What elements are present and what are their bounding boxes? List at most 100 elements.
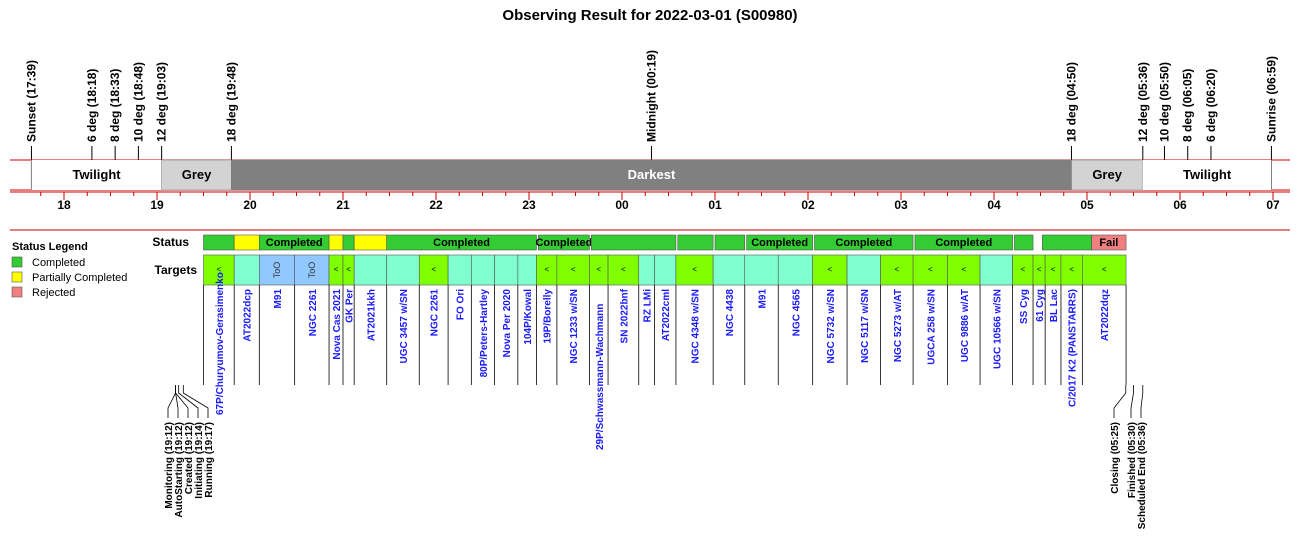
target-block[interactable] — [1082, 254, 1127, 286]
target-name[interactable]: NGC 4565 — [791, 289, 802, 337]
target-block[interactable] — [979, 254, 1013, 286]
target-name[interactable]: 29P/Schwassmann-Wachmann — [595, 304, 606, 450]
target-block[interactable] — [880, 254, 914, 286]
target-block[interactable] — [517, 254, 537, 286]
twilight-marker-label: 10 deg (18:48) — [131, 62, 145, 142]
target-name[interactable]: NGC 2261 — [430, 289, 441, 337]
target-block[interactable] — [912, 254, 948, 286]
target-block[interactable] — [675, 254, 714, 286]
target-block[interactable] — [353, 254, 388, 286]
status-segment-label: Completed — [266, 237, 323, 249]
status-segment-completed — [591, 234, 677, 251]
target-name[interactable]: 80P/Peters-Hartley — [479, 289, 490, 378]
band-grey — [1071, 159, 1144, 191]
target-block[interactable] — [556, 254, 590, 286]
event-leader-line — [1130, 385, 1134, 418]
target-name[interactable]: UGC 3457 w/SN — [399, 289, 410, 363]
target-block[interactable] — [654, 254, 677, 286]
target-mark: < — [1102, 265, 1107, 274]
event-label: Closing (05:25) — [1110, 422, 1121, 494]
twilight-marker-label: 10 deg (05:50) — [1157, 62, 1171, 142]
band-twilight — [1142, 160, 1272, 190]
target-name[interactable]: NGC 1233 w/SN — [569, 289, 580, 363]
target-name[interactable]: 67P/Churyumov-Gerasimenko — [215, 272, 226, 415]
hour-tick-label: 21 — [336, 198, 350, 212]
target-name[interactable]: BL Lac — [1049, 289, 1060, 323]
chart-title: Observing Result for 2022-03-01 (S00980) — [502, 7, 797, 24]
target-name[interactable]: NGC 5273 w/AT — [893, 289, 904, 362]
target-name[interactable]: AT2022dcp — [243, 289, 254, 342]
status-segment-partial — [353, 234, 388, 251]
status-segment-completed — [203, 234, 235, 251]
target-name[interactable]: RZ LMi — [643, 289, 654, 323]
target-block[interactable] — [203, 254, 235, 286]
target-name[interactable]: SN 2022bnf — [619, 288, 630, 343]
target-name[interactable]: UGCA 258 w/SN — [926, 289, 937, 365]
status-segment-partial — [328, 234, 344, 251]
event-label: Finished (05:30) — [1127, 422, 1138, 498]
status-segment-completed — [814, 234, 914, 251]
target-name[interactable]: SS Cyg — [1019, 289, 1030, 324]
target-block[interactable] — [294, 254, 330, 286]
target-mark: < — [1069, 265, 1074, 274]
target-name[interactable]: NGC 5732 w/SN — [826, 289, 837, 363]
target-block[interactable] — [386, 254, 420, 286]
target-block[interactable] — [607, 254, 640, 286]
target-name[interactable]: Nova Per 2020 — [502, 289, 513, 358]
target-name[interactable]: UGC 10566 w/SN — [992, 289, 1003, 369]
target-mark: < — [928, 265, 933, 274]
event-leader-line — [175, 385, 189, 418]
status-segment-label: Completed — [751, 237, 808, 249]
target-block[interactable] — [494, 254, 519, 286]
target-block[interactable] — [744, 254, 779, 286]
target-name[interactable]: 19P/Borelly — [543, 289, 554, 344]
target-name[interactable]: NGC 2261 — [308, 289, 319, 337]
target-block[interactable] — [947, 254, 981, 286]
target-name[interactable]: NGC 4348 w/SN — [691, 289, 702, 363]
target-name[interactable]: AT2021kkh — [366, 289, 377, 341]
hour-tick-label: 04 — [987, 198, 1001, 212]
hour-tick-label: 02 — [801, 198, 815, 212]
band-label: Twilight — [1183, 167, 1232, 182]
target-name[interactable]: FO Ori — [456, 289, 467, 320]
status-segment-completed — [914, 234, 1013, 251]
target-name[interactable]: UGC 9886 w/AT — [960, 289, 971, 362]
target-name[interactable]: GK Per — [345, 289, 356, 323]
target-block[interactable] — [777, 254, 813, 286]
target-name[interactable]: AT2022dqz — [1100, 289, 1111, 341]
band-grey — [161, 159, 232, 191]
event-label: Created (19:12) — [184, 422, 195, 494]
target-name[interactable]: Nova Cas 2021 — [332, 289, 343, 360]
event-label: Initiating (19:14) — [194, 422, 205, 499]
target-block[interactable] — [846, 254, 881, 286]
target-name[interactable]: M91 — [273, 289, 284, 309]
target-name[interactable]: 61 Cyg — [1035, 289, 1046, 322]
status-segment-completed — [1042, 234, 1092, 251]
band-label: Grey — [182, 167, 212, 182]
twilight-marker-label: 6 deg (18:18) — [85, 69, 99, 142]
target-name[interactable]: AT2022cml — [661, 289, 672, 341]
target-block[interactable] — [638, 254, 655, 286]
target-name[interactable]: C/2017 K2 (PANSTARRS) — [1068, 289, 1079, 407]
hour-tick-label: 06 — [1173, 198, 1187, 212]
target-block[interactable] — [233, 254, 260, 286]
target-block[interactable] — [258, 254, 295, 286]
target-name[interactable]: NGC 5117 w/SN — [860, 289, 871, 363]
target-mark: < — [828, 265, 833, 274]
target-block[interactable] — [712, 254, 746, 286]
target-name[interactable]: 104P/Kowal — [523, 289, 534, 345]
target-name[interactable]: M91 — [758, 289, 769, 309]
target-block[interactable] — [418, 254, 449, 286]
target-block[interactable] — [471, 254, 495, 286]
target-mark: < — [1037, 265, 1042, 274]
target-block[interactable] — [812, 254, 848, 286]
status-row: Completed Completed Completed Completed Comp… — [203, 234, 1127, 251]
hour-tick-label: 03 — [894, 198, 908, 212]
target-name[interactable]: NGC 4438 — [725, 289, 736, 337]
status-segment-completed — [1014, 234, 1034, 251]
status-segment-rejected — [1091, 234, 1127, 251]
target-block[interactable] — [447, 254, 472, 286]
twilight-marker-label: 12 deg (05:36) — [1136, 62, 1150, 142]
legend-title: Status Legend — [12, 241, 88, 253]
